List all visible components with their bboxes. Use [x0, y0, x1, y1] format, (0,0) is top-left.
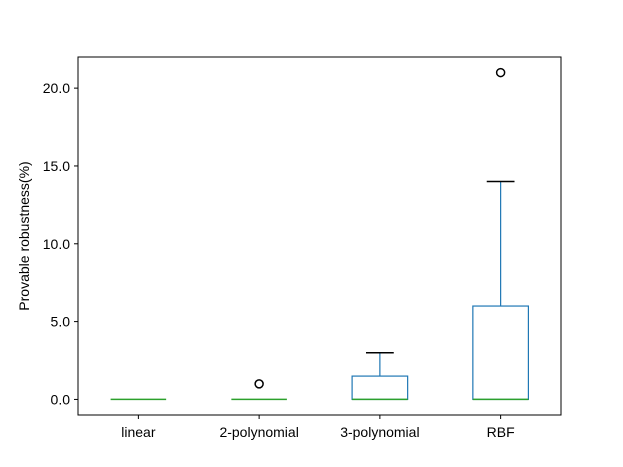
x-tick-label: linear	[121, 424, 156, 440]
y-tick-label: 5.0	[51, 314, 71, 330]
outlier-point	[254, 379, 264, 389]
box-group-RBF	[472, 67, 529, 401]
y-axis-ticks: 0.0 5.0 10.0 15.0 20.0	[43, 80, 78, 407]
y-tick-label: 20.0	[43, 80, 70, 96]
y-axis-label: Provable robustness(%)	[16, 161, 32, 310]
y-tick-label: 10.0	[43, 236, 70, 252]
y-tick-label: 15.0	[43, 158, 70, 174]
plot-area	[77, 56, 562, 416]
x-tick-label: 3-polynomial	[340, 424, 419, 440]
outlier-point	[495, 67, 506, 78]
x-axis-ticks: linear 2-polynomial 3-polynomial RBF	[121, 415, 515, 440]
box-group-2-polynomial	[231, 379, 287, 401]
x-tick-label: RBF	[487, 424, 515, 440]
box-body	[351, 375, 409, 401]
box-body	[472, 305, 529, 401]
box-group-3-polynomial	[351, 351, 409, 401]
y-tick-label: 0.0	[51, 391, 71, 407]
chart-marks	[110, 67, 529, 401]
x-tick-label: 2-polynomial	[219, 424, 298, 440]
